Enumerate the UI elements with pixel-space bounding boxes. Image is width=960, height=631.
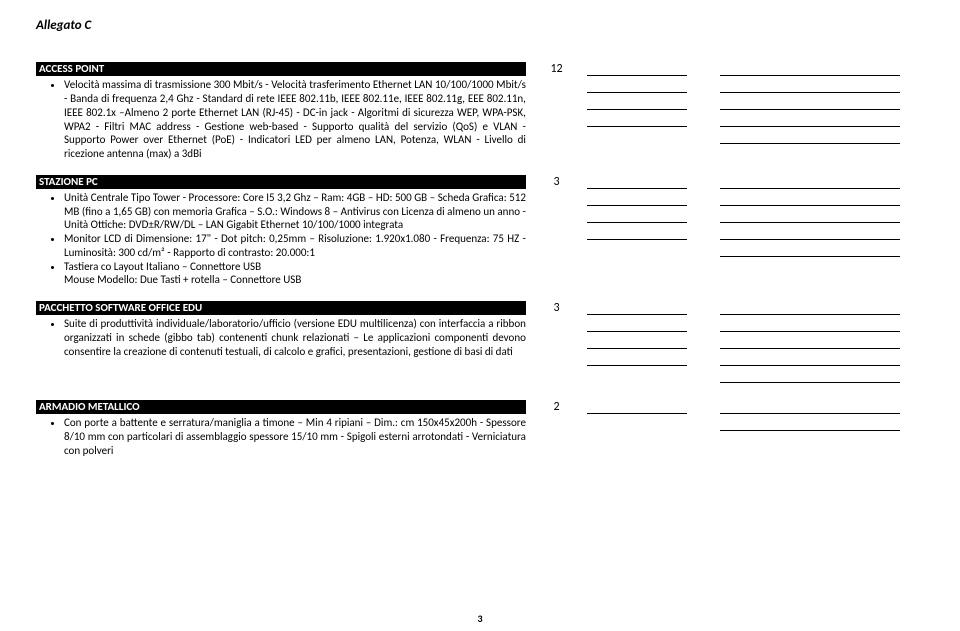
blank-line [587,352,687,366]
blank-line [587,175,687,189]
blank-line [720,318,900,332]
page-header: Allegato C [36,18,924,34]
quantity-cell: 12 [526,62,587,161]
spec-list: Suite di produttività individuale/labora… [36,317,526,358]
blank-line [720,335,900,349]
spec-item: Tastiera co Layout Italiano – Connettore… [64,260,526,288]
blank-line [720,226,900,240]
section-title: ACCESS POINT [36,62,526,76]
blank-line [587,301,687,315]
spec-item: Con porte a battente e serratura/manigli… [64,416,526,457]
blank-line [720,400,900,414]
blank-line [587,400,687,414]
spec-list: Velocità massima di trasmissione 300 Mbi… [36,78,526,161]
spec-item: Velocità massima di trasmissione 300 Mbi… [64,78,526,161]
blank-line [587,318,687,332]
blank-line [720,130,900,144]
spec-table: ACCESS POINT Velocità massima di trasmiss… [36,62,924,457]
blank-line [587,62,687,76]
blank-line [587,79,687,93]
blank-line [720,369,900,383]
spec-list: Unità Centrale Tipo Tower - Processore: … [36,191,526,287]
blank-line [720,79,900,93]
blank-line [720,96,900,110]
spec-list: Con porte a battente e serratura/manigli… [36,416,526,457]
blank-line [720,209,900,223]
blank-line [587,209,687,223]
blank-line [720,192,900,206]
quantity-cell: 3 [526,175,587,287]
quantity-cell: 2 [526,400,587,457]
section-title: STAZIONE PC [36,175,526,189]
page-number: 3 [0,613,960,626]
blank-line [587,96,687,110]
blank-line [720,243,900,257]
blank-line [587,192,687,206]
blank-line [587,113,687,127]
blank-line [720,352,900,366]
blank-line [720,113,900,127]
quantity-cell: 3 [526,301,587,386]
spec-item: Monitor LCD di Dimensione: 17" - Dot pit… [64,232,526,260]
spec-item: Unità Centrale Tipo Tower - Processore: … [64,191,526,232]
blank-line [587,226,687,240]
blank-line [587,335,687,349]
section-title: PACCHETTO SOFTWARE OFFICE EDU [36,301,526,315]
blank-line [720,62,900,76]
spec-item: Suite di produttività individuale/labora… [64,317,526,358]
blank-line [720,301,900,315]
section-title: ARMADIO METALLICO [36,400,526,414]
blank-line [720,175,900,189]
blank-line [720,417,900,431]
